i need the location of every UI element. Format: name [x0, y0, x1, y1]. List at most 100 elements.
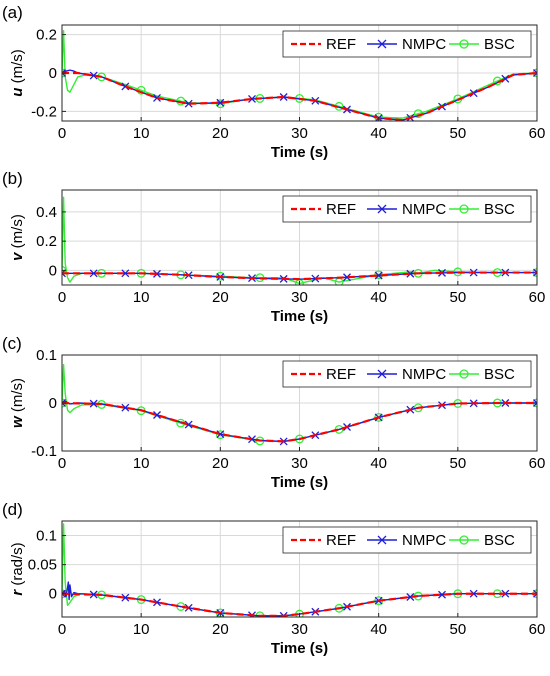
- marker-stroke: [89, 71, 98, 80]
- x-tick-label: 60: [529, 455, 546, 472]
- marker-stroke: [343, 273, 351, 282]
- panel-label: (b): [2, 169, 23, 188]
- y-tick-label: 0.1: [36, 347, 57, 364]
- marker-stroke: [62, 592, 66, 598]
- x-tick-label: 40: [370, 125, 387, 142]
- nmpc-marker: [89, 590, 98, 599]
- nmpc-marker: [184, 99, 193, 108]
- y-axis-label-unit: (m/s): [9, 49, 26, 87]
- legend-label-ref: REF: [326, 366, 356, 383]
- nmpc-marker: [533, 69, 537, 77]
- marker-stroke: [533, 589, 537, 595]
- y-axis-label-unit: (m/s): [9, 378, 26, 416]
- marker-stroke: [62, 272, 66, 278]
- y-axis-label-unit: (rad/s): [9, 542, 26, 590]
- series-group: [62, 30, 537, 121]
- marker-stroke: [121, 403, 130, 412]
- x-tick-label: 40: [370, 455, 387, 472]
- nmpc-marker: [469, 589, 478, 598]
- legend-label-bsc: BSC: [484, 532, 515, 549]
- marker-stroke: [533, 402, 537, 407]
- nmpc-marker: [153, 269, 161, 278]
- x-tick-label: 50: [449, 621, 466, 638]
- panel-d: 0 10 20 30 40 50 60 0.1 0.05 0 Time (s) r (rad/s) (d…: [2, 500, 545, 657]
- marker-stroke: [121, 269, 130, 278]
- x-tick-label: 10: [133, 621, 150, 638]
- y-axis-label: r (rad/s): [9, 542, 26, 595]
- marker-stroke: [533, 271, 537, 277]
- x-tick-label: 50: [449, 289, 466, 306]
- x-tick-label: 0: [58, 455, 66, 472]
- panel-label: (a): [2, 3, 23, 22]
- marker-stroke: [62, 69, 66, 74]
- legend-label-bsc: BSC: [484, 201, 515, 218]
- marker-stroke: [89, 399, 98, 408]
- legend-marker-bsc: [459, 204, 469, 214]
- marker-stroke: [153, 598, 161, 607]
- y-tick-label: 0.1: [36, 528, 57, 545]
- nmpc-marker: [533, 268, 537, 277]
- y-axis-label: v (m/s): [9, 214, 26, 261]
- legend-marker-bsc: [459, 369, 469, 379]
- y-axis-label-var: w: [9, 415, 26, 428]
- marker-stroke: [153, 411, 161, 419]
- nmpc-marker: [62, 399, 66, 407]
- marker-stroke: [216, 430, 225, 439]
- marker-stroke: [216, 98, 225, 107]
- x-tick-label: 30: [291, 289, 308, 306]
- marker-stroke: [62, 269, 66, 275]
- nmpc-marker: [62, 589, 66, 598]
- legend-label-nmpc: NMPC: [402, 366, 446, 383]
- nmpc-marker: [248, 94, 256, 103]
- y-axis-label: u (m/s): [9, 49, 26, 97]
- marker-stroke: [406, 593, 415, 601]
- x-tick-label: 10: [133, 125, 150, 142]
- legend-box: [282, 30, 532, 58]
- x-tick-label: 10: [133, 455, 150, 472]
- legend-label-ref: REF: [326, 532, 356, 549]
- series-line-ref: [62, 271, 537, 281]
- nmpc-marker: [121, 403, 130, 412]
- y-axis-label-unit: (m/s): [9, 214, 26, 252]
- legend-label-bsc: BSC: [484, 366, 515, 383]
- marker-stroke: [184, 420, 193, 429]
- series-line-ref: [62, 401, 537, 443]
- marker-stroke: [121, 593, 130, 602]
- x-axis-label: Time (s): [271, 640, 328, 657]
- legend-marker-nmpc: [377, 39, 387, 49]
- y-tick-label: 0: [49, 586, 57, 603]
- x-axis-label: Time (s): [271, 474, 328, 491]
- legend-box: [282, 360, 532, 388]
- legend-label-bsc: BSC: [484, 36, 515, 53]
- marker-stroke: [184, 99, 193, 108]
- nmpc-marker: [406, 593, 415, 601]
- series-group: [62, 523, 537, 617]
- legend-label-ref: REF: [326, 201, 356, 218]
- marker-stroke: [533, 69, 537, 74]
- nmpc-marker: [121, 269, 130, 278]
- y-tick-label: 0: [49, 262, 57, 279]
- bsc-marker: [374, 412, 384, 422]
- legend-label-nmpc: NMPC: [402, 36, 446, 53]
- x-tick-label: 0: [58, 621, 66, 638]
- nmpc-marker: [533, 399, 537, 407]
- x-tick-label: 30: [291, 621, 308, 638]
- nmpc-marker: [62, 269, 66, 278]
- panel-label: (d): [2, 500, 23, 519]
- nmpc-marker: [121, 593, 130, 602]
- x-tick-label: 0: [58, 289, 66, 306]
- nmpc-marker: [89, 399, 98, 408]
- series-group: [62, 363, 537, 446]
- nmpc-marker: [533, 589, 537, 598]
- x-tick-label: 60: [529, 621, 546, 638]
- series-line-ref: [62, 592, 537, 617]
- y-axis-label-var: v: [9, 251, 26, 261]
- legend-marker-bsc: [459, 39, 469, 49]
- x-tick-label: 50: [449, 125, 466, 142]
- legend: REF NMPC BSC: [282, 360, 532, 388]
- marker-stroke: [406, 269, 415, 278]
- x-tick-label: 30: [291, 455, 308, 472]
- nmpc-marker: [438, 590, 446, 599]
- marker-stroke: [89, 269, 98, 278]
